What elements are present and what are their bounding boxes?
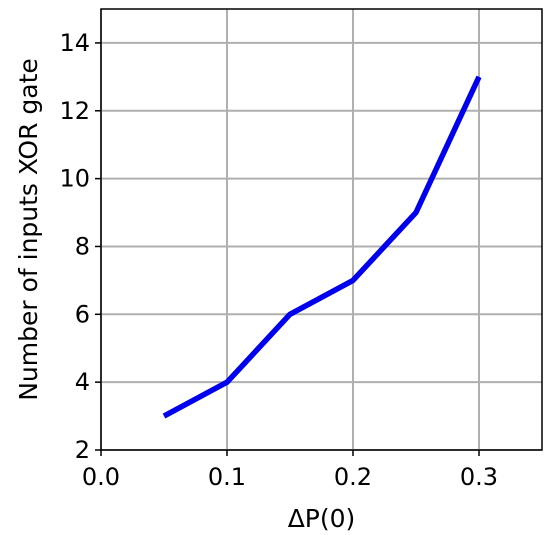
x-tick-label: 0.1 xyxy=(208,463,246,491)
y-tick-label: 10 xyxy=(59,165,90,193)
x-tick-label: 0.3 xyxy=(460,463,498,491)
series-line xyxy=(162,75,482,419)
y-axis-label: Number of inputs XOR gate xyxy=(14,58,43,401)
tick-layer: 0.0 0.1 0.2 0.3 2 4 6 8 10 12 14 xyxy=(59,29,498,491)
x-tick-label: 0.0 xyxy=(82,463,120,491)
y-tick-label: 8 xyxy=(75,232,90,260)
series-layer xyxy=(162,75,482,419)
y-tick-label: 2 xyxy=(75,436,90,464)
y-tick-label: 12 xyxy=(59,97,90,125)
y-tick-label: 14 xyxy=(59,29,90,57)
x-tick-label: 0.2 xyxy=(334,463,372,491)
plot-frame xyxy=(100,8,543,451)
y-tick-label: 4 xyxy=(75,368,90,396)
x-axis-label: ΔP(0) xyxy=(288,504,356,533)
grid-layer xyxy=(100,9,542,451)
y-tick-label: 6 xyxy=(75,300,90,328)
